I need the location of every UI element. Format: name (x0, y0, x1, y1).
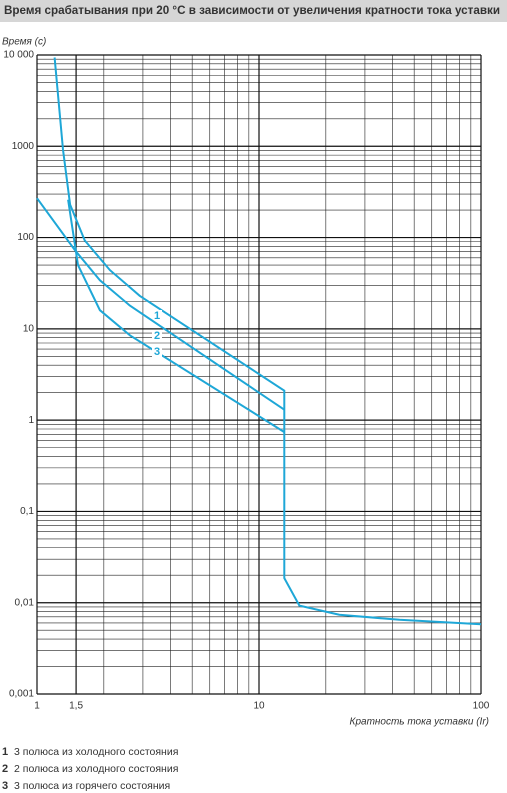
y-axis-label: Время (с) (2, 37, 46, 48)
curve (67, 199, 285, 433)
curve (53, 57, 482, 626)
curve-label: 3 (154, 346, 160, 358)
x-tick-label: 1,5 (69, 701, 83, 712)
legend-number: 3 (2, 780, 8, 792)
legend-text: 2 полюса из холодного состояния (14, 763, 178, 775)
curve-label-bg (152, 346, 162, 358)
legend-number: 2 (2, 763, 8, 775)
y-tick-label: 1000 (12, 141, 35, 152)
curve (36, 197, 285, 411)
x-tick-label: 100 (473, 701, 490, 712)
legend-text: 3 полюса из горячего состояния (14, 780, 170, 792)
title-bar (0, 0, 507, 22)
legend-number: 1 (2, 746, 8, 758)
y-tick-label: 10 000 (3, 50, 34, 61)
legend-text: 3 полюса из холодного состояния (14, 746, 178, 758)
x-axis-label: Кратность тока уставки (Ir) (350, 717, 489, 728)
chart-title: Время срабатывания при 20 °С в зависимос… (4, 5, 500, 17)
x-tick-label: 10 (253, 701, 265, 712)
curve-label: 2 (154, 330, 160, 342)
y-tick-label: 100 (17, 232, 34, 243)
y-tick-label: 0,1 (20, 506, 34, 517)
y-tick-label: 0,01 (15, 597, 35, 608)
x-tick-label: 1 (34, 701, 40, 712)
y-tick-label: 1 (28, 415, 34, 426)
curve-label: 1 (154, 310, 160, 322)
curve-label-bg (152, 310, 162, 322)
curve-label-bg (152, 330, 162, 342)
y-tick-label: 10 (23, 323, 35, 334)
y-tick-label: 0,001 (9, 689, 34, 700)
